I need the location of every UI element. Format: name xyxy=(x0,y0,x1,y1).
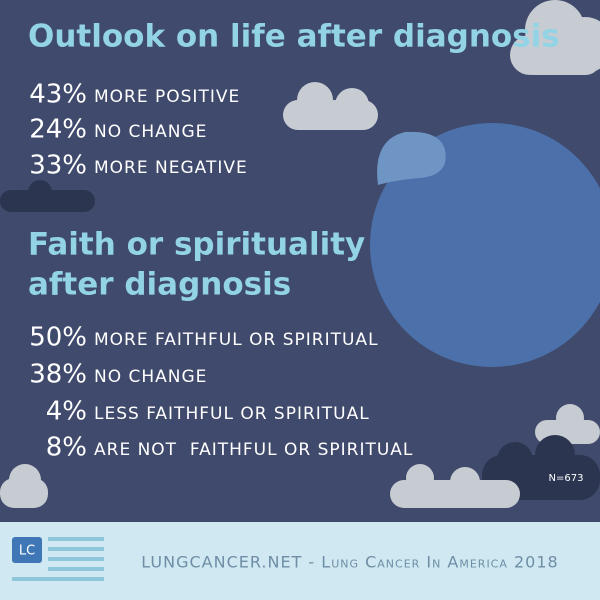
cloud xyxy=(390,464,520,508)
logo-lines xyxy=(12,537,104,581)
percent: 50% xyxy=(29,323,87,353)
moon-cloud xyxy=(377,131,446,185)
sample-size: N=673 xyxy=(549,473,584,484)
item-label: NO CHANGE xyxy=(94,122,207,142)
section-title: Faith or spirituality xyxy=(28,227,365,263)
cloud xyxy=(510,0,600,75)
cloud xyxy=(283,82,378,130)
percent: 8% xyxy=(46,433,87,463)
percent: 33% xyxy=(29,151,87,181)
item-label: NO CHANGE xyxy=(94,367,207,387)
cloud xyxy=(0,464,48,508)
percent: 24% xyxy=(29,115,87,145)
item-label: MORE NEGATIVE xyxy=(94,158,248,178)
logo: LC xyxy=(19,544,35,559)
item-label: MORE FAITHFUL OR SPIRITUAL xyxy=(94,330,379,350)
cloud xyxy=(482,435,600,500)
cloud xyxy=(0,180,95,212)
item-label: MORE POSITIVE xyxy=(94,87,240,107)
item-label: ARE NOT FAITHFUL OR SPIRITUAL xyxy=(94,440,413,460)
percent: 38% xyxy=(29,360,87,390)
logo-box xyxy=(12,537,42,563)
footer-text: LUNGCANCER.NET - Lung Cancer In America … xyxy=(141,553,558,572)
percent: 4% xyxy=(46,397,87,427)
percent: 43% xyxy=(29,80,87,110)
item-label: LESS FAITHFUL OR SPIRITUAL xyxy=(94,404,370,424)
section-title: after diagnosis xyxy=(28,267,291,303)
section-title: Outlook on life after diagnosis xyxy=(28,19,560,55)
moon xyxy=(370,123,600,367)
